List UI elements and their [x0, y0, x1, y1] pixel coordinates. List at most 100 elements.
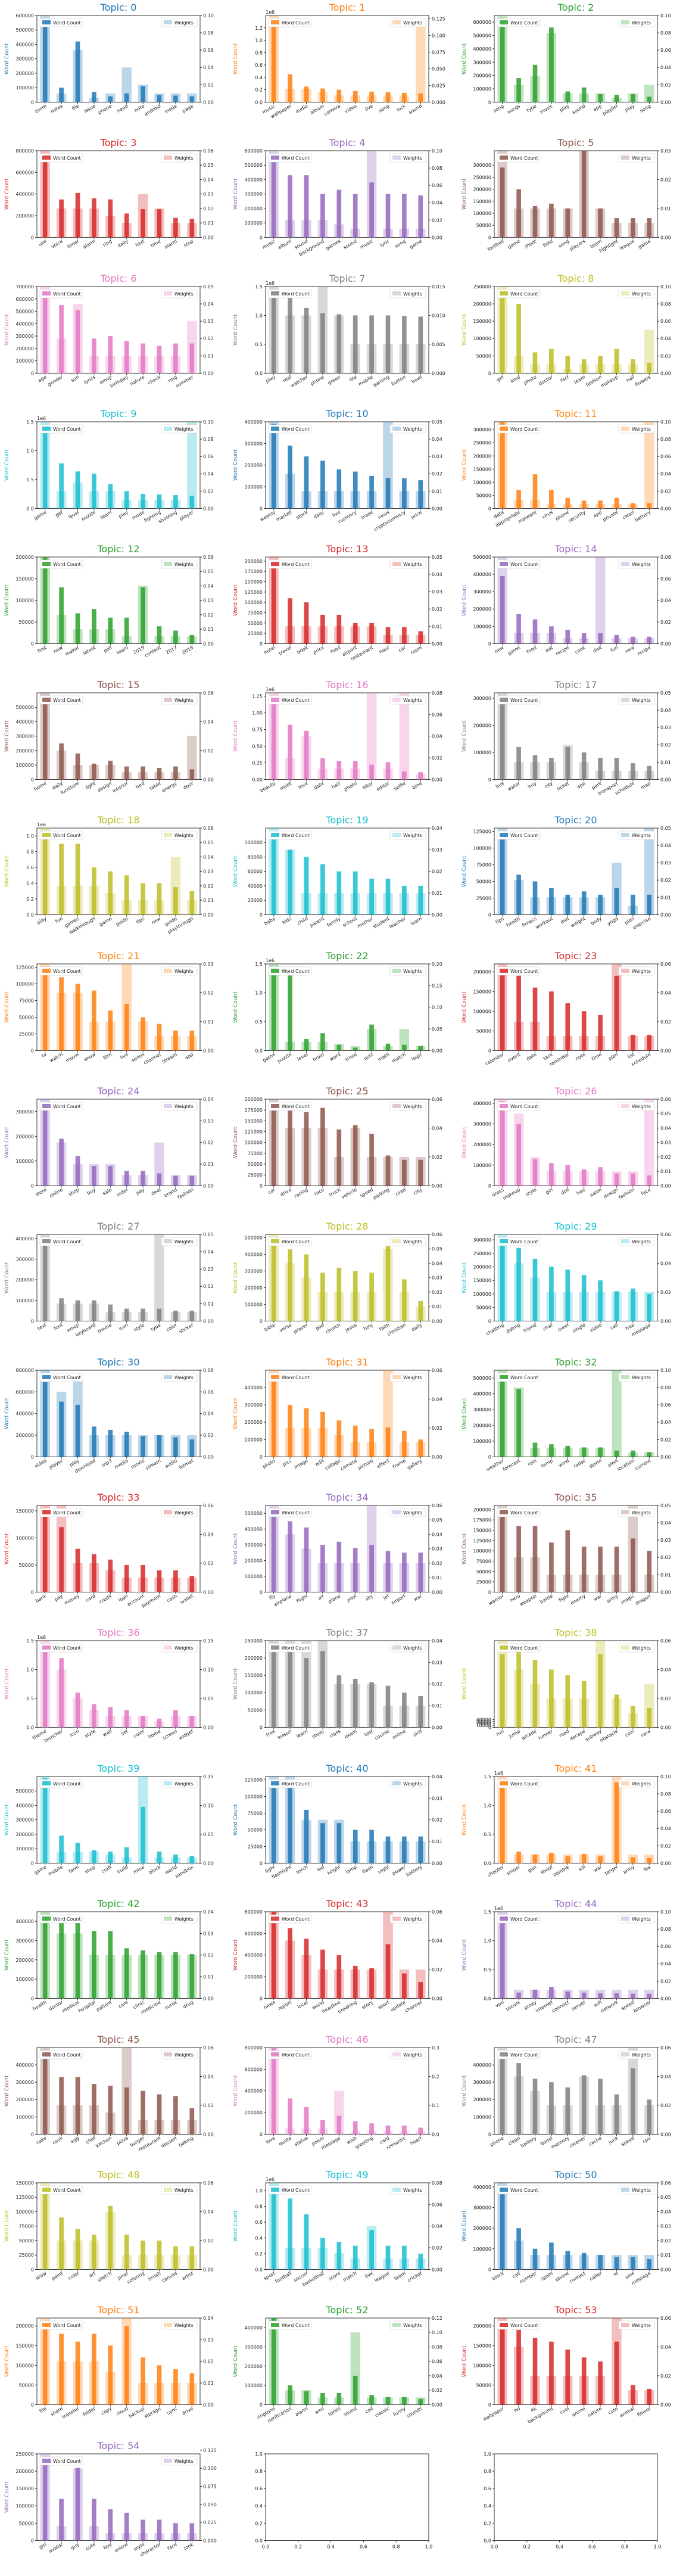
word-count-bar — [304, 1254, 309, 1321]
topic-panel: Topic: 25 0 25000 50000 75000 100000 125000 150… — [229, 1084, 457, 1219]
y-axis-label: Word Count — [4, 1804, 10, 1835]
word-count-bar — [385, 1155, 391, 1186]
y-tick-label: 200000 — [16, 1433, 34, 1438]
word-count-bar — [271, 2318, 276, 2405]
y-axis-label: Word Count — [462, 1668, 467, 1700]
x-tick-label: jesus — [344, 1323, 358, 1334]
word-count-bar — [549, 1852, 554, 1863]
x-tick-label: patient — [95, 1999, 113, 2012]
panel-title: Topic: 13 — [325, 543, 368, 555]
topic-chart: Topic: 290500001000001500002000002500003… — [462, 1221, 671, 1337]
x-tick-label: escape — [569, 1729, 587, 1742]
y-tick-label: 400000 — [16, 42, 34, 47]
word-count-bar — [59, 1298, 64, 1321]
x-tick-label: runner — [537, 1728, 554, 1741]
word-count-bar — [631, 94, 635, 102]
y-tick-label: 1.0 — [255, 2451, 263, 2457]
y-axis-label: Word Count — [233, 1939, 239, 1971]
y-tick-label: 60000 — [248, 869, 263, 875]
y-tick-label: 300000 — [245, 1269, 263, 1274]
legend-weights: Weights — [389, 1779, 426, 1788]
word-count-bar — [402, 92, 407, 102]
x-tick-label: bus — [495, 780, 505, 789]
word-count-bar — [173, 1710, 178, 1728]
y2-tick-label: 0.01 — [203, 1302, 214, 1307]
x-tick-label: 0.2 — [523, 2544, 531, 2549]
word-count-bar — [271, 561, 276, 644]
word-count-bar — [124, 2087, 129, 2134]
y2-tick-label: 0.06 — [432, 1909, 442, 1915]
y-tick-label: 0 — [488, 506, 491, 511]
y-axis-label: Word Count — [233, 449, 239, 481]
legend-weights: Weights — [618, 424, 655, 434]
x-tick-label: road — [558, 1729, 570, 1739]
y-tick-label: 0 — [260, 2132, 263, 2137]
axes-frame — [494, 15, 658, 102]
y-tick-label: 150000 — [245, 1118, 263, 1124]
x-tick-label: online — [49, 1187, 64, 1199]
legend-word-count: Word Count — [497, 830, 541, 840]
word-count-bar — [336, 1129, 342, 1186]
svg-text:Word Count: Word Count — [282, 1645, 310, 1651]
word-count-bar — [581, 2357, 587, 2405]
x-tick-label: current — [634, 1458, 651, 1471]
y-tick-label: 75000 — [19, 998, 34, 1003]
y2-tick-label: 0.04 — [203, 2316, 214, 2321]
y2-tick-label: 0.04 — [203, 1532, 214, 1538]
x-tick-label: racing — [293, 1187, 308, 1199]
topic-chart: Topic: 70.00.51.01.51e60.0000.0050.0100.… — [233, 273, 445, 388]
y2-tick-label: 0.05 — [432, 419, 442, 425]
word-count-bar — [173, 1311, 178, 1321]
x-tick-label: weapon — [519, 1593, 538, 1607]
word-count-bar — [598, 895, 603, 915]
svg-text:Word Count: Word Count — [510, 969, 538, 974]
word-count-bar — [59, 743, 64, 780]
svg-text:Word Count: Word Count — [510, 1375, 538, 1380]
x-tick-label: hour — [378, 645, 391, 655]
x-tick-label: drive — [181, 2406, 194, 2417]
y-tick-label: 600000 — [16, 13, 34, 18]
word-count-bar — [500, 967, 505, 1050]
word-count-bar — [402, 478, 407, 509]
word-count-bar — [141, 209, 145, 238]
y2-tick-label: 0.00 — [432, 1589, 442, 1595]
y-tick-label: 150000 — [245, 1673, 263, 1679]
x-tick-label: malware — [517, 509, 537, 524]
svg-text:Word Count: Word Count — [53, 2459, 81, 2464]
legend-word-count: Word Count — [39, 1914, 83, 1924]
svg-text:Word Count: Word Count — [53, 2323, 81, 2328]
word-count-bar — [500, 698, 505, 780]
word-count-bar — [516, 1851, 521, 1863]
word-count-bar — [369, 1830, 374, 1863]
word-count-bar — [92, 1850, 96, 1863]
x-tick-label: android — [144, 103, 162, 117]
y-tick-label: 600000 — [16, 1389, 34, 1395]
word-count-bar — [157, 1570, 162, 1592]
y-tick-label: 200000 — [16, 213, 34, 219]
y-tick-label: 1.0 — [26, 449, 34, 454]
svg-text:Word Count: Word Count — [53, 291, 81, 297]
y2-tick-label: 0.04 — [203, 855, 214, 860]
word-count-bar — [565, 1270, 570, 1321]
y2-tick-label: 0.02 — [203, 336, 214, 341]
legend-word-count: Word Count — [268, 695, 312, 705]
x-tick-label: effect — [376, 1458, 390, 1469]
x-tick-label: fashion — [618, 1187, 635, 1200]
y2-tick-label: 0.000 — [203, 2538, 217, 2543]
word-count-bar — [173, 631, 178, 644]
x-tick-label: buy — [86, 1187, 97, 1196]
legend-word-count: Word Count — [268, 424, 312, 434]
word-count-bar — [402, 1553, 407, 1592]
y-tick-label: 500000 — [16, 27, 34, 33]
x-tick-label: fight — [558, 1593, 570, 1603]
word-count-bar — [304, 1809, 309, 1863]
x-tick-label: id — [613, 2270, 619, 2277]
y2-tick-label: 0.06 — [203, 1503, 214, 1508]
word-count-bar — [631, 1450, 635, 1457]
y2-tick-label: 0.06 — [203, 48, 214, 53]
y2-tick-label: 0.04 — [432, 2373, 442, 2379]
x-tick-label: battery — [520, 2135, 538, 2149]
axes-frame — [494, 827, 658, 915]
x-tick-label: zoom — [33, 103, 48, 114]
x-tick-label: arcade — [520, 1729, 537, 1741]
